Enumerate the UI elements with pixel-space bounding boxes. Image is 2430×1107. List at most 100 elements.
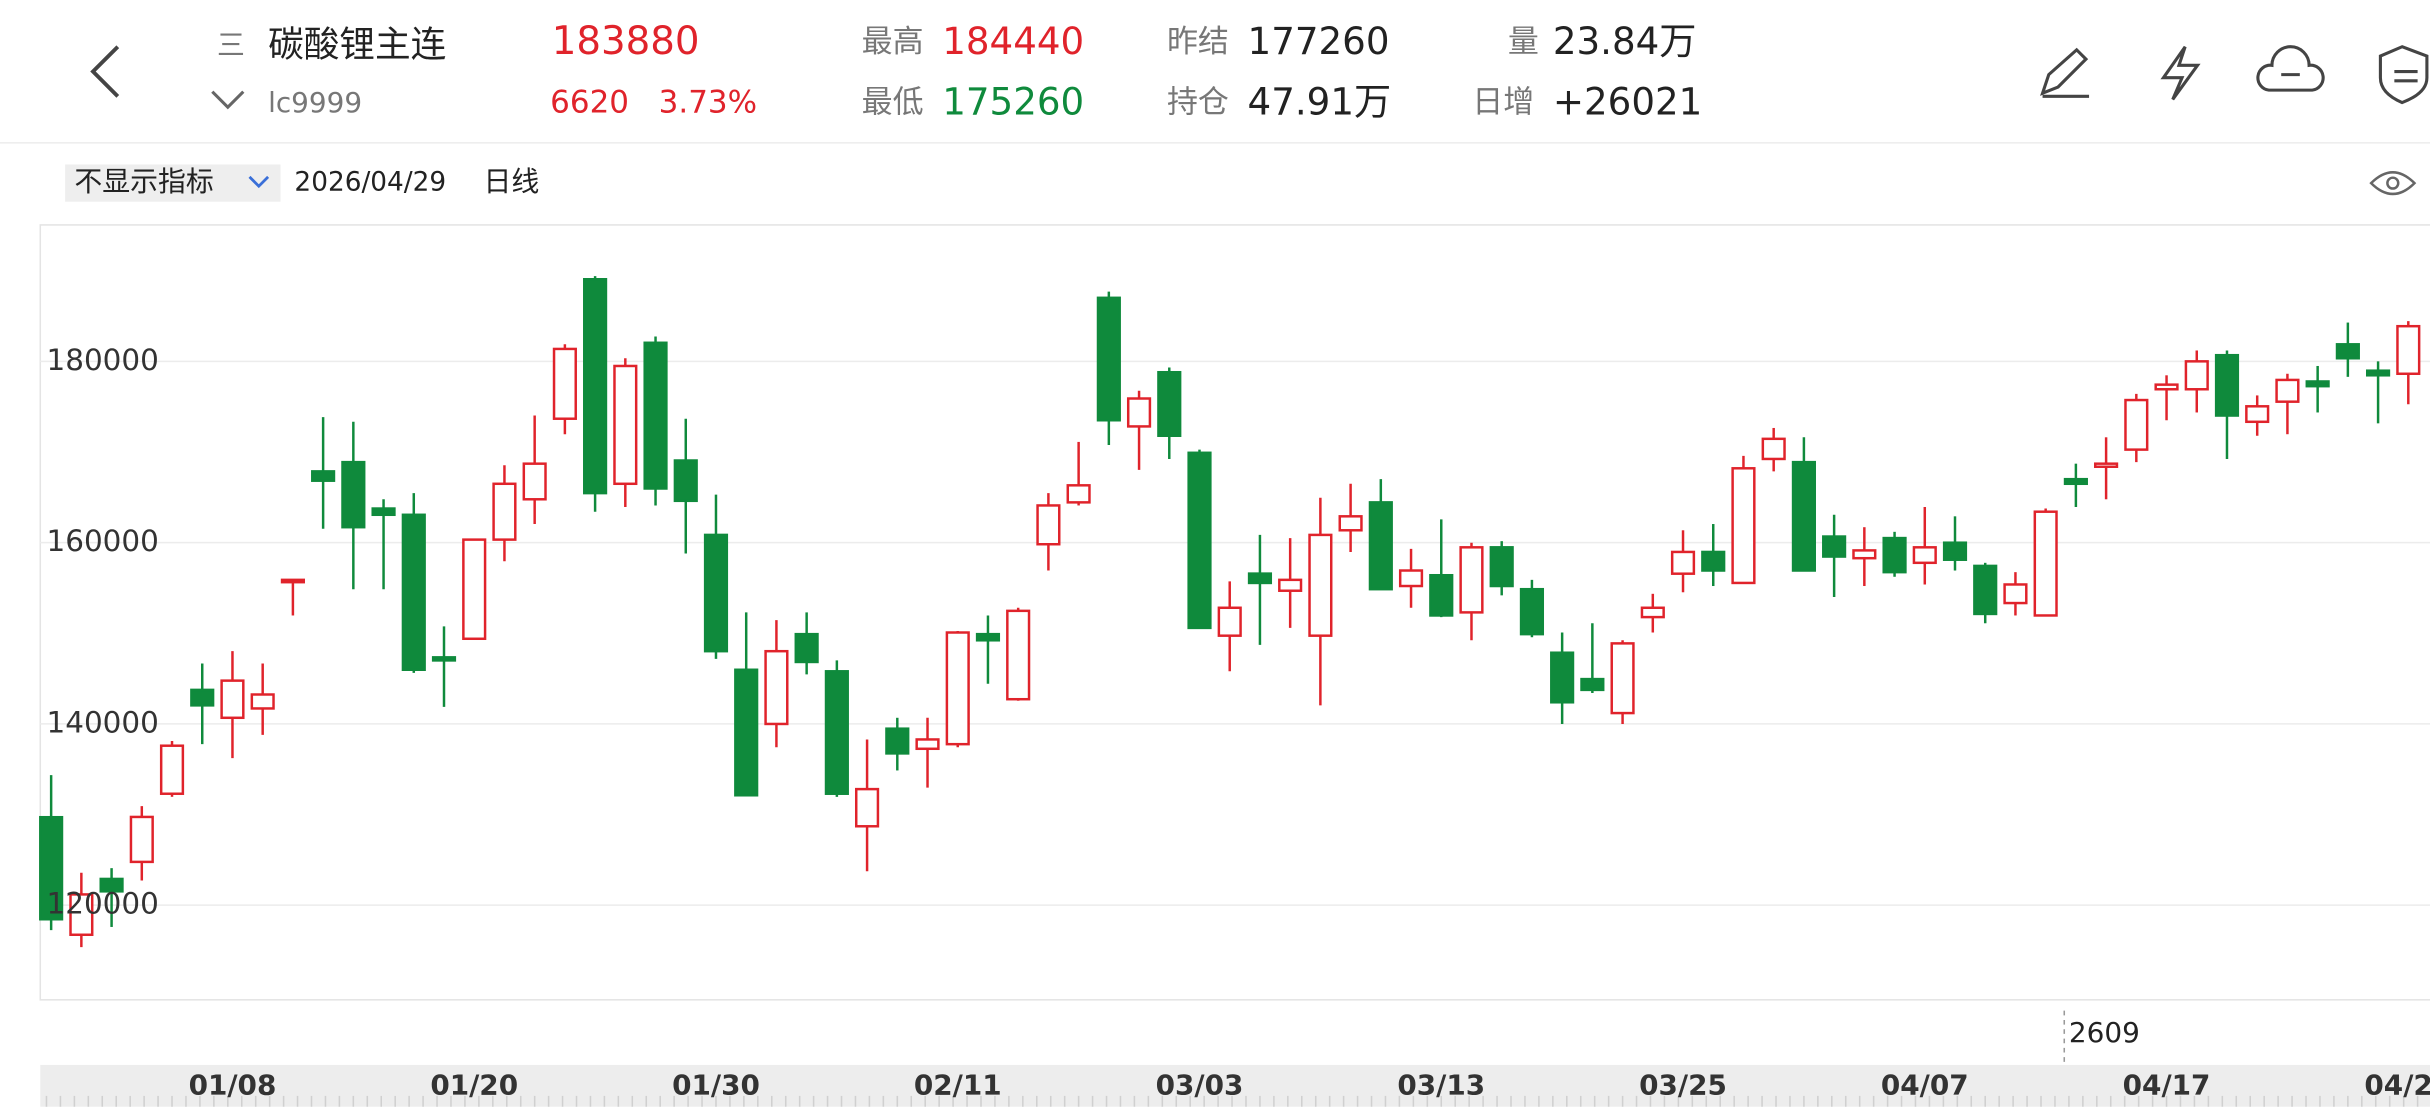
candle-body xyxy=(1640,606,1665,619)
candle-body xyxy=(1731,467,1756,585)
candle-body xyxy=(583,278,608,495)
candle-body xyxy=(885,727,910,755)
candle-body xyxy=(1278,578,1303,592)
x-tick-label: 04/29 xyxy=(2364,1069,2430,1102)
candle-body xyxy=(2365,369,2391,377)
candle-body xyxy=(2396,324,2421,376)
candle-body xyxy=(220,679,245,720)
candle-body xyxy=(280,578,305,584)
candle-body xyxy=(462,538,487,641)
candle-body xyxy=(99,877,124,893)
candle-body xyxy=(1036,504,1061,546)
candle-body xyxy=(673,459,698,503)
x-tick-label: 03/25 xyxy=(1639,1069,1727,1102)
chart: 120000 140000 160000 180000 xyxy=(39,224,2430,1001)
price-change: 6620 xyxy=(550,85,629,121)
candle-body xyxy=(492,482,517,541)
candle-body xyxy=(734,668,759,797)
candle-body xyxy=(1550,651,1575,704)
candle-body xyxy=(2275,378,2300,403)
daily-change-value: +26021 xyxy=(1553,80,1702,124)
candle-body xyxy=(854,787,880,828)
cloud-icon[interactable] xyxy=(2256,45,2325,92)
x-tick-label: 02/11 xyxy=(914,1069,1002,1102)
candle-body xyxy=(1338,515,1363,532)
candle-body xyxy=(2003,583,2028,605)
x-tick-label: 04/17 xyxy=(2123,1069,2211,1102)
candle-body xyxy=(794,632,819,664)
candle-body xyxy=(401,513,426,671)
candle-body xyxy=(915,738,940,751)
low-value: 175260 xyxy=(942,80,1084,124)
candle-body xyxy=(613,364,638,486)
edit-icon[interactable] xyxy=(2040,47,2090,98)
candle-body xyxy=(1247,572,1273,585)
x-tick-label: 01/20 xyxy=(430,1069,518,1102)
candle-body xyxy=(764,649,789,726)
plot-frame xyxy=(39,224,2430,1001)
chart-period[interactable]: 日线 xyxy=(484,165,540,198)
x-tick-label: 01/30 xyxy=(672,1069,760,1102)
y-tick-label: 160000 xyxy=(46,524,158,558)
x-axis-band xyxy=(40,1064,2430,1107)
candle-body xyxy=(522,462,547,501)
candle-body xyxy=(1096,296,1121,422)
candle-body xyxy=(552,347,577,420)
candle-body xyxy=(39,815,64,921)
indicator-chevron xyxy=(248,175,270,189)
candle-body xyxy=(190,688,215,707)
contract-dropdown[interactable] xyxy=(211,90,245,110)
candle-body xyxy=(341,460,366,529)
candle-body xyxy=(129,815,154,864)
candle-body xyxy=(1580,677,1605,692)
candle-body xyxy=(1308,533,1333,637)
back-button[interactable] xyxy=(90,45,120,98)
candle-body xyxy=(1973,564,1998,616)
y-tick-label: 140000 xyxy=(46,705,158,739)
volume-label: 量 xyxy=(1508,24,1539,60)
candle-body xyxy=(2214,353,2240,417)
price-change-pct: 3.73% xyxy=(659,85,757,121)
x-tick-label: 03/13 xyxy=(1397,1069,1485,1102)
candle-body xyxy=(1398,569,1424,588)
candle-body xyxy=(1670,550,1696,575)
high-value: 184440 xyxy=(942,19,1084,63)
prev-settle-label: 昨结 xyxy=(1167,24,1229,60)
candle-body xyxy=(1761,437,1786,461)
x-tick-label: 04/07 xyxy=(1881,1069,1969,1102)
candle-body xyxy=(643,341,668,490)
candle-body xyxy=(1157,370,1182,437)
candle-body xyxy=(1882,536,1907,574)
candle-body xyxy=(2063,477,2088,486)
candle-body xyxy=(1429,573,1454,617)
candle-body xyxy=(2335,343,2360,360)
y-tick-label: 180000 xyxy=(46,343,158,377)
candle-body xyxy=(2154,383,2179,391)
eye-pupil xyxy=(2386,176,2400,190)
candle-body xyxy=(1368,501,1393,591)
indicator-label: 不显示指标 xyxy=(74,165,213,198)
shield-icon[interactable] xyxy=(2378,45,2429,105)
flash-icon[interactable] xyxy=(2160,45,2201,101)
candle-body xyxy=(2305,380,2330,388)
candle-body xyxy=(1187,451,1212,630)
candle-body xyxy=(1942,541,1968,561)
chart-date: 2026/04/29 xyxy=(294,168,446,198)
menu-icon[interactable]: 三 xyxy=(217,29,245,62)
daily-change-label: 日增 xyxy=(1472,85,1534,121)
candle-body xyxy=(69,893,94,936)
eye-icon[interactable] xyxy=(2369,171,2417,196)
x-tick-label: 01/08 xyxy=(189,1069,277,1102)
candle-body xyxy=(2184,360,2209,391)
last-price: 183880 xyxy=(552,19,700,64)
indicator-button[interactable] xyxy=(65,164,281,202)
open-interest-value: 47.91万 xyxy=(1248,80,1392,124)
contract-switch-label: 2609 xyxy=(2069,1016,2140,1049)
candle-body xyxy=(824,670,849,795)
candle-body xyxy=(1217,606,1242,637)
x-axis: 01/08 01/20 01/30 02/11 03/03 03/13 03/25 04/07… xyxy=(45,1069,2430,1107)
candle-body xyxy=(1459,546,1484,614)
volume-value: 23.84万 xyxy=(1553,19,1697,63)
toolbar-icons xyxy=(2040,45,2429,105)
